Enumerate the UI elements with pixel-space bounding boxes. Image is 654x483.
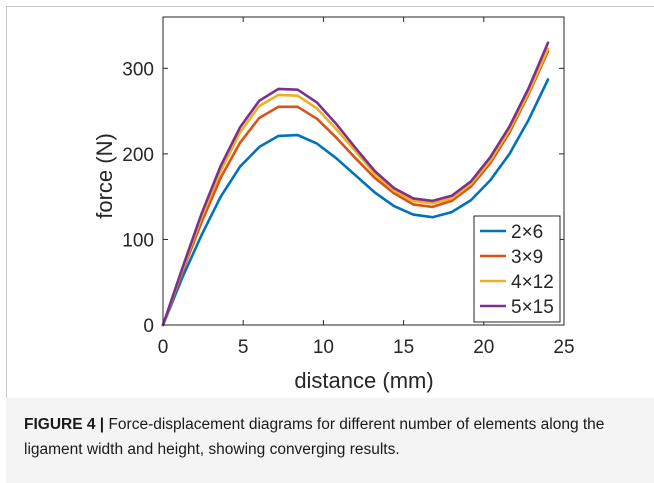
y-axis-label: force (N): [92, 133, 117, 219]
legend-label: 2×6: [511, 222, 543, 243]
series-line-1: [161, 78, 550, 327]
y-tick-label: 300: [122, 59, 154, 80]
y-tick-label: 100: [122, 230, 154, 251]
legend-box: [473, 215, 561, 323]
series-line-4: [161, 41, 550, 327]
x-tick-label: 0: [158, 337, 169, 358]
series-line-2: [161, 49, 550, 327]
legend-label: 5×15: [511, 297, 554, 318]
y-tick-label: 200: [122, 145, 154, 166]
legend-label: 3×9: [511, 247, 543, 268]
x-tick-label: 15: [393, 337, 414, 358]
x-tick-label: 25: [553, 337, 574, 358]
x-tick-label: 20: [473, 337, 494, 358]
y-tick-label: 0: [143, 316, 154, 337]
caption-text: Force-displacement diagrams for differen…: [24, 416, 605, 458]
figure-caption: FIGURE 4 | Force-displacement diagrams f…: [24, 412, 624, 462]
legend-label: 4×12: [511, 272, 554, 293]
series-line-3: [161, 47, 550, 327]
caption-background: [6, 398, 654, 483]
axis-ticks: 0 5 10 15 20 25 0 100 200 300: [122, 17, 575, 358]
x-tick-label: 10: [313, 337, 334, 358]
x-tick-label: 5: [238, 337, 249, 358]
figure-frame: [6, 6, 654, 483]
x-axis-label: distance (mm): [294, 368, 433, 393]
caption-label: FIGURE 4 |: [24, 416, 105, 433]
series-layer: [161, 41, 550, 327]
legend: 2×6 3×9 4×12 5×15: [473, 215, 561, 323]
chart: 0 5 10 15 20 25 0 100 200 300 distance (mm) force…: [92, 16, 575, 393]
